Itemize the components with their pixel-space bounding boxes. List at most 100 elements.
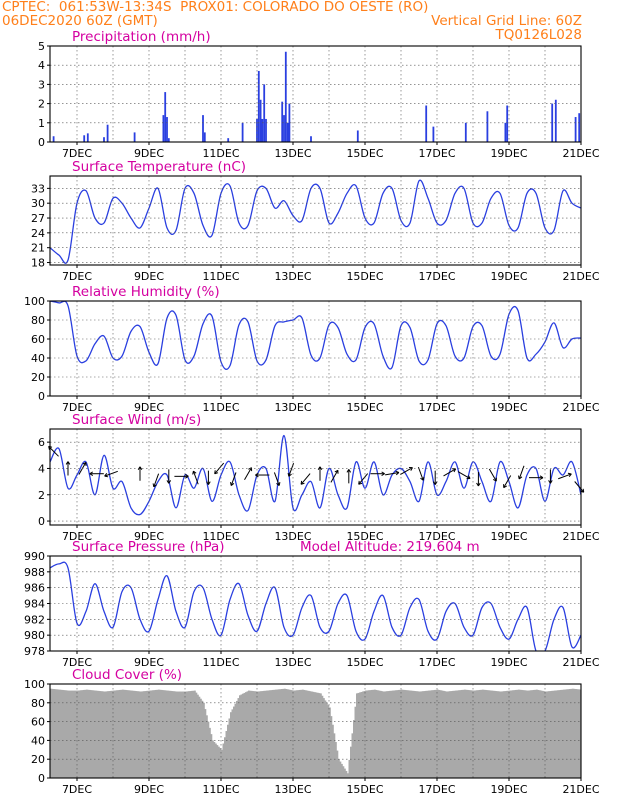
x-tick-label: 13DEC <box>274 530 311 543</box>
x-tick-label: 9DEC <box>134 401 164 414</box>
y-tick-label: 20 <box>31 371 45 384</box>
cloud-bar <box>155 689 157 778</box>
x-tick-label: 21DEC <box>562 656 599 669</box>
cloud-bar <box>191 690 193 778</box>
cloud-bar <box>365 690 367 778</box>
cloud-bar <box>203 702 205 778</box>
cloud-bar <box>429 690 432 778</box>
cloud-bar <box>144 691 147 778</box>
temperature-series-line <box>50 179 581 264</box>
precip-bar <box>265 118 267 142</box>
cloud-bar <box>246 691 249 778</box>
cloud-bar <box>413 690 415 778</box>
precip-bar <box>356 130 359 142</box>
cloud-title: Cloud Cover (%) <box>72 667 182 683</box>
cloud-bar <box>411 690 414 778</box>
y-tick-label: 80 <box>31 697 45 710</box>
wind-arrow <box>244 467 253 481</box>
cloud-bar <box>521 689 523 778</box>
cloud-bar <box>419 691 421 778</box>
cloud-bar <box>395 690 397 778</box>
cloud-bar <box>528 690 531 778</box>
cloud-bar <box>534 689 537 778</box>
cloud-bar <box>137 691 139 778</box>
cloud-bar <box>375 689 378 778</box>
cloud-bar <box>78 690 81 778</box>
cloud-bar <box>516 689 519 778</box>
x-tick-label: 7DEC <box>62 656 92 669</box>
cloud-bar <box>384 691 387 778</box>
cloud-bar <box>443 690 445 778</box>
cloud-bar <box>126 690 129 778</box>
cloud-bar <box>104 691 106 778</box>
cloud-bar <box>531 690 534 778</box>
y-tick-label: 986 <box>24 582 45 595</box>
y-tick-label: 984 <box>24 598 45 611</box>
cloud-bar <box>423 691 426 778</box>
wind-arrow <box>273 472 281 486</box>
y-tick-label: 80 <box>31 314 45 327</box>
cloud-bar <box>501 691 504 778</box>
y-tick-label: 988 <box>24 566 45 579</box>
cloud-bar <box>114 690 117 778</box>
cloud-bar <box>183 691 186 778</box>
cloud-bar <box>138 691 141 778</box>
temperature-panel: Surface Temperature (nC) 18 21 24 27 30 33 7DEC… <box>31 159 600 283</box>
cloud-bar <box>500 691 502 778</box>
y-tick-label: 0 <box>38 136 45 149</box>
cloud-bar <box>356 693 358 778</box>
cloud-bar <box>393 690 396 778</box>
x-tick-label: 13DEC <box>274 270 311 283</box>
cloud-bar <box>513 690 516 778</box>
cloud-bar <box>417 691 420 778</box>
cloud-bar <box>290 689 292 778</box>
cloud-bar <box>83 689 85 778</box>
humidity-frame <box>49 300 582 397</box>
cloud-bar <box>309 691 312 778</box>
cloud-bar <box>63 690 66 778</box>
cloud-bar <box>440 690 442 778</box>
humidity-title: Relative Humidity (%) <box>72 284 220 300</box>
wind-arrow <box>503 475 512 489</box>
precip-bar <box>164 92 167 142</box>
x-tick-label: 15DEC <box>346 401 383 414</box>
cloud-bar <box>194 690 196 778</box>
wind-arrows <box>48 445 585 493</box>
precip-bar <box>263 84 266 142</box>
cloud-bar <box>392 690 394 778</box>
cloud-bar <box>471 690 474 778</box>
x-tick-label: 11DEC <box>202 783 239 796</box>
cloud-bar <box>368 690 370 778</box>
cloud-bar <box>111 690 114 778</box>
precip-bar <box>486 111 489 142</box>
cloud-bar <box>107 691 109 778</box>
cloud-bar <box>119 689 121 778</box>
cloud-bar <box>117 690 120 778</box>
cloud-bar <box>98 690 100 778</box>
cloud-bar <box>459 690 462 778</box>
cloud-bar <box>276 689 279 778</box>
wind-arrow <box>558 472 572 480</box>
cloud-bar <box>422 691 424 778</box>
cloud-bar <box>518 689 520 778</box>
cloud-bar <box>213 741 216 778</box>
cloud-bar <box>362 691 364 778</box>
wind-series-line <box>50 434 581 516</box>
cloud-bar <box>116 690 118 778</box>
cloud-bar <box>161 689 163 778</box>
cloud-bar <box>317 692 319 778</box>
y-tick-label: 990 <box>24 550 45 563</box>
cloud-bar <box>272 689 274 778</box>
cloud-bar <box>189 691 192 778</box>
wind-arrow <box>370 471 385 476</box>
cloud-bar <box>158 689 160 778</box>
cloud-bar <box>101 691 103 778</box>
x-tick-label: 19DEC <box>490 783 527 796</box>
cloud-bar <box>314 692 316 778</box>
cloud-bar <box>575 689 577 778</box>
cloud-bar <box>332 724 334 778</box>
cloud-bar <box>134 690 136 778</box>
cloud-bar <box>297 690 300 778</box>
cloud-bar <box>305 690 307 778</box>
x-tick-label: 15DEC <box>346 270 383 283</box>
